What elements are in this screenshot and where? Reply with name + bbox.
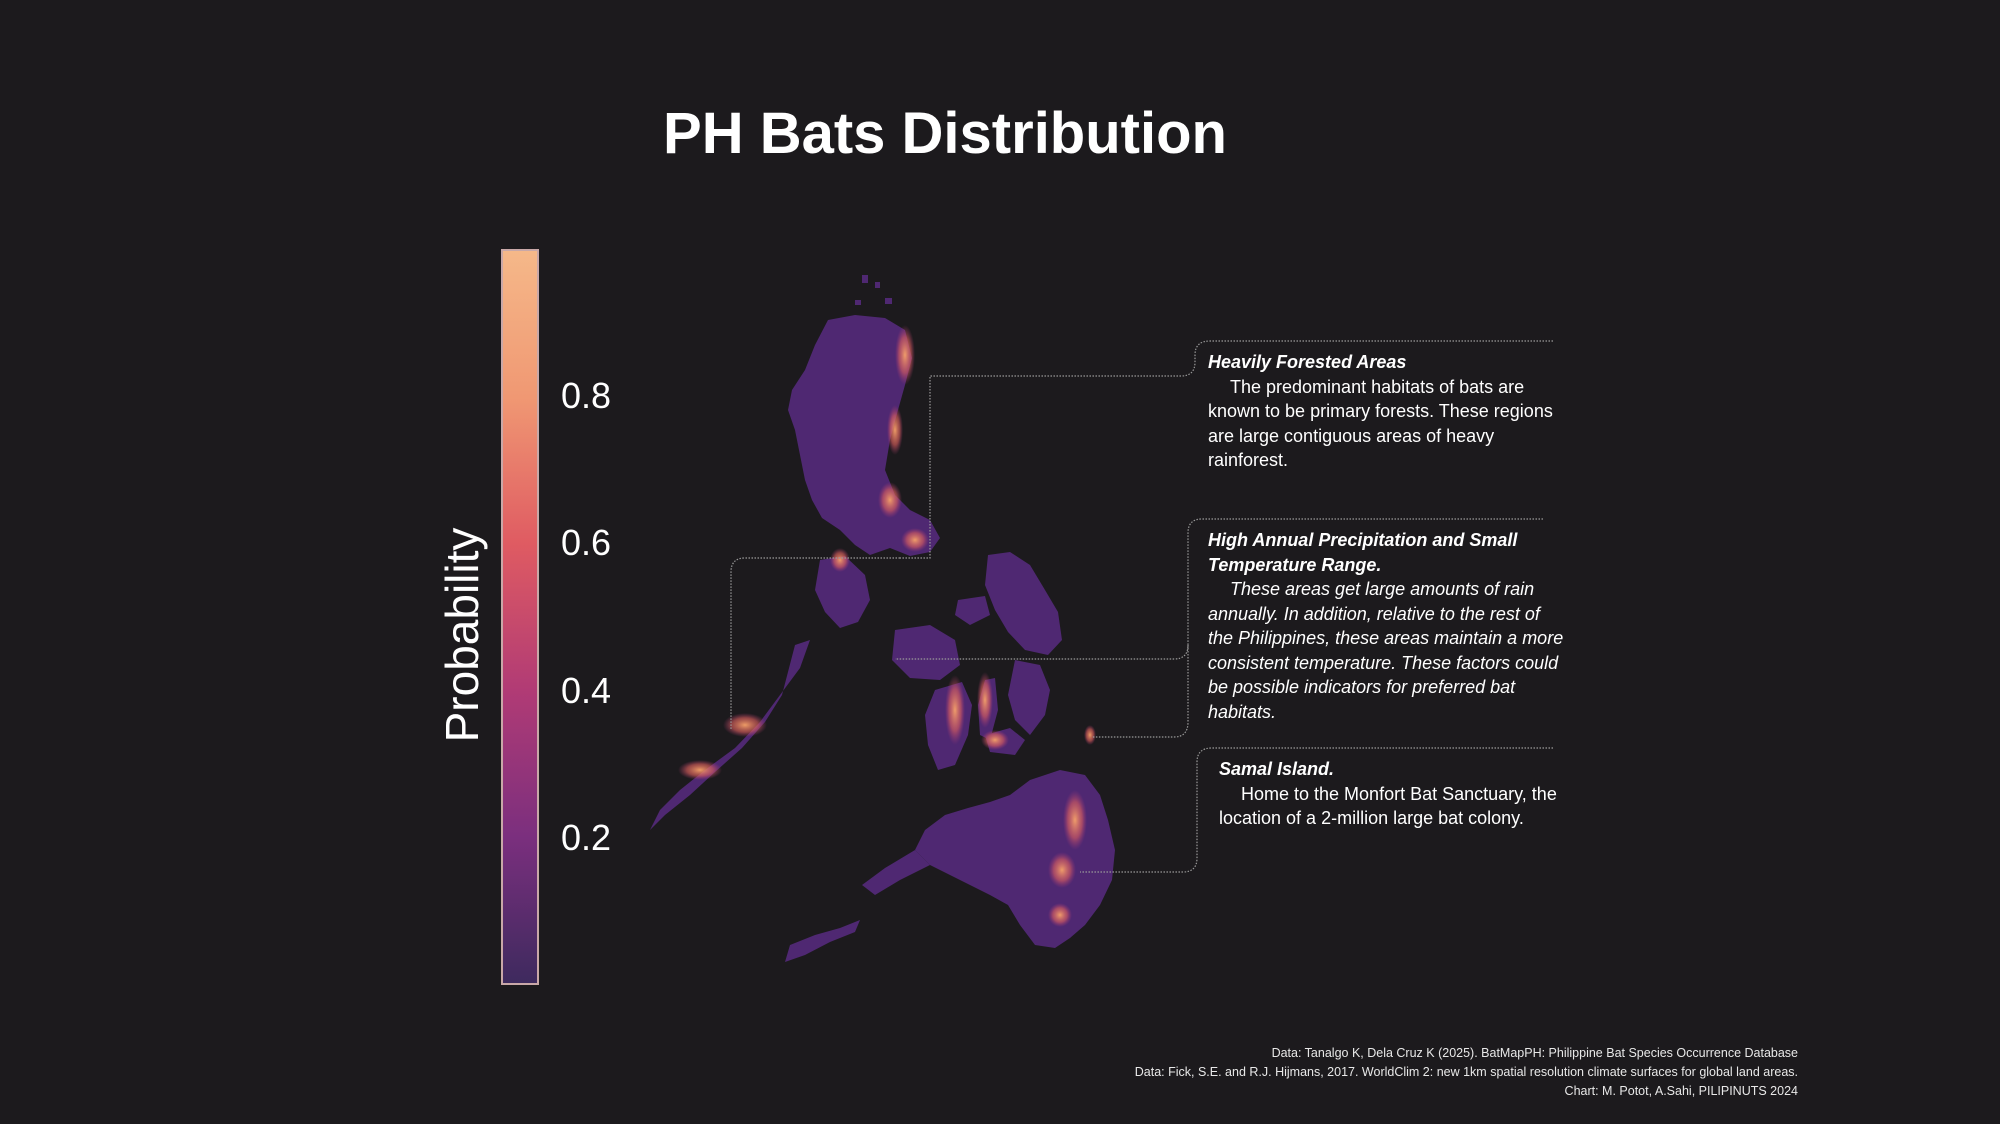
callout-line-precip <box>895 518 1543 660</box>
island-mindanao <box>915 770 1115 948</box>
legend-tick-label: 0.6 <box>561 522 612 563</box>
island-mindoro <box>815 556 870 628</box>
island-masbate <box>955 596 990 625</box>
legend-tick-label: 0.8 <box>561 375 612 416</box>
annotation-body: Home to the Monfort Bat Sanctuary, the l… <box>1219 783 1557 829</box>
island-sulu <box>785 920 860 962</box>
annotation-body: These areas get large amounts of rain an… <box>1208 579 1564 722</box>
annotation-samal-island: Samal Island. Home to the Monfort Bat Sa… <box>1219 757 1569 831</box>
chart-credit: Chart: M. Potot, A.Sahi, PILIPINUTS 2024 <box>1564 1084 1798 1098</box>
source-citation: Data: Fick, S.E. and R.J. Hijmans, 2017.… <box>1134 1065 1798 1079</box>
callout-line-precip-lower <box>1092 645 1189 738</box>
legend-tick-label: 0.2 <box>561 817 612 858</box>
island-luzon <box>788 315 940 556</box>
annotation-heading: High Annual Precipitation and Small Temp… <box>1208 530 1518 575</box>
callout-line-forest-palawan <box>730 557 900 730</box>
probability-colorbar <box>501 249 539 985</box>
island-samar <box>985 552 1062 655</box>
annotation-heading: Heavily Forested Areas <box>1208 352 1407 372</box>
annotation-forested-areas: Heavily Forested Areas The predominant h… <box>1208 350 1568 473</box>
legend-tick-label: 0.4 <box>561 670 612 711</box>
callout-line-forest <box>900 340 1553 559</box>
island-zamboanga <box>862 850 930 895</box>
map-title: PH Bats Distribution <box>663 101 1227 166</box>
island-palawan <box>650 640 810 830</box>
annotation-heading: Samal Island. <box>1219 759 1335 779</box>
annotation-precipitation: High Annual Precipitation and Small Temp… <box>1208 528 1568 724</box>
island-leyte <box>1008 660 1050 735</box>
callout-line-samal <box>1080 747 1553 873</box>
annotation-body: The predominant habitats of bats are kno… <box>1208 376 1553 471</box>
source-citation: Data: Tanalgo K, Dela Cruz K (2025). Bat… <box>1271 1046 1798 1060</box>
island-panay <box>892 625 960 680</box>
